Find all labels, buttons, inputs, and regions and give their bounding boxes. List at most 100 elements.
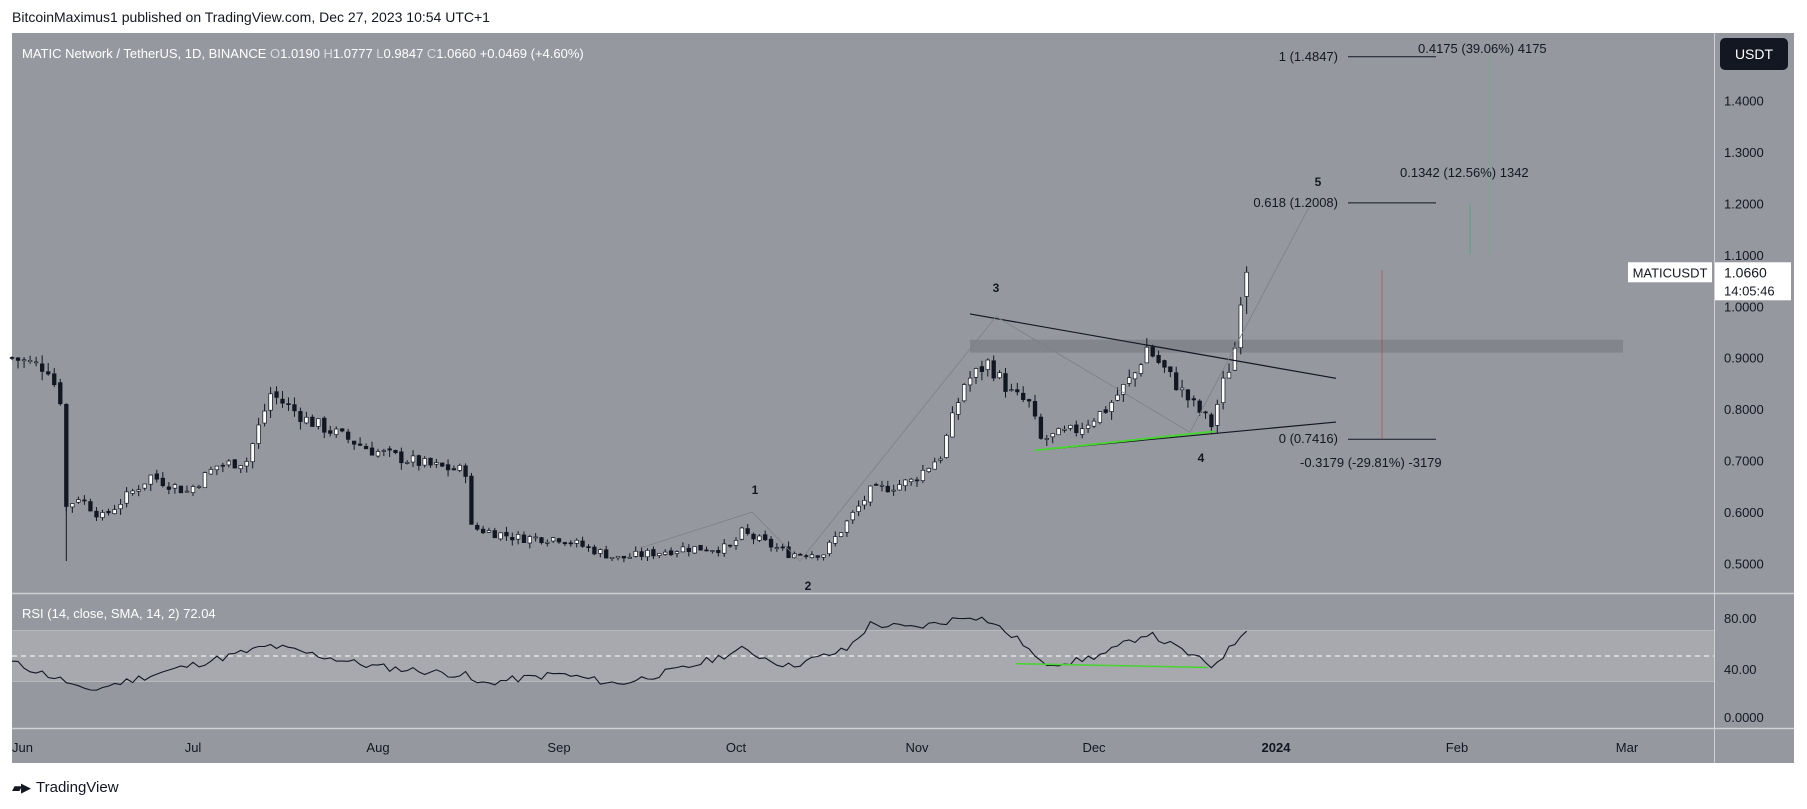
footer: ▰▶ TradingView (12, 779, 119, 796)
candle (539, 537, 544, 544)
candle (809, 554, 815, 559)
candle (208, 469, 214, 475)
candle (985, 359, 990, 370)
candle (363, 446, 369, 450)
price-tick: 0.6000 (1724, 505, 1764, 520)
candle (445, 464, 451, 471)
legend-ohlc-value: 1.0777 (333, 46, 376, 61)
candle (686, 547, 691, 553)
candle (190, 486, 196, 493)
candle (615, 556, 621, 559)
fib-0-label: 0 (0.7416) (1279, 431, 1338, 446)
candle (1085, 424, 1091, 429)
candle (405, 462, 410, 464)
candle (651, 549, 656, 557)
candle (774, 547, 780, 549)
date-tick: Oct (726, 740, 747, 755)
candle (268, 393, 273, 411)
elliott-wave-path (639, 203, 1312, 562)
wave-label-3: 3 (993, 281, 1000, 295)
price-tag-bg (1715, 262, 1791, 301)
candle (1185, 389, 1191, 401)
candle (739, 527, 744, 540)
current-price: 1.0660 (1724, 264, 1767, 280)
wave-label-5: 5 (1315, 175, 1322, 189)
candle (351, 440, 357, 445)
candle (27, 359, 33, 363)
candle (956, 402, 961, 415)
candle (1021, 392, 1026, 400)
candle (926, 468, 931, 472)
candle (938, 458, 943, 461)
candle (1015, 389, 1020, 393)
rsi-title: RSI (14, close, SMA, 14, 2) (22, 606, 183, 621)
rsi-tick: 0.0000 (1724, 710, 1764, 725)
candle (184, 490, 190, 493)
candle (457, 464, 462, 471)
date-tick: Feb (1446, 740, 1468, 755)
rsi-legend: RSI (14, close, SMA, 14, 2) 72.04 (22, 606, 216, 621)
candle (1174, 372, 1179, 391)
legend-ohlc-key: H (324, 46, 333, 61)
date-tick: Jul (185, 740, 202, 755)
candle (580, 540, 585, 547)
candle (621, 555, 627, 559)
candle (1050, 433, 1055, 438)
candle (310, 416, 315, 427)
candle (856, 505, 861, 512)
candle (1168, 366, 1173, 373)
candle (914, 479, 920, 482)
candle (562, 542, 568, 545)
candle (733, 540, 739, 546)
candle (1150, 346, 1155, 357)
candle (202, 472, 208, 489)
candle (94, 510, 99, 518)
candle (328, 430, 333, 434)
candle (1138, 364, 1144, 374)
candle (768, 538, 774, 548)
candle (1221, 377, 1226, 404)
symbol-legend: MATIC Network / TetherUS, 1D, BINANCE O1… (22, 46, 584, 61)
candle (256, 424, 261, 444)
candle (586, 546, 591, 548)
candle (76, 499, 81, 503)
candle (106, 511, 111, 514)
candle (979, 366, 985, 372)
candle (160, 477, 165, 487)
price-tick: 0.9000 (1724, 351, 1764, 366)
candle (722, 543, 727, 554)
currency-button[interactable]: USDT (1720, 38, 1788, 70)
candle (533, 536, 538, 539)
legend-ohlc-key: C (427, 46, 436, 61)
candle (1215, 404, 1220, 426)
candle (821, 554, 826, 558)
candle (944, 435, 949, 458)
date-tick: Aug (366, 740, 389, 755)
measure-up-mid-label: 0.1342 (12.56%) 1342 (1400, 165, 1529, 180)
candle (627, 556, 632, 559)
candle (292, 404, 297, 412)
candle (1197, 400, 1202, 413)
candle (298, 411, 303, 422)
candle (885, 485, 890, 493)
candle (463, 465, 468, 477)
symbol-tag: MATICUSDT (1633, 265, 1708, 280)
candle (1144, 346, 1149, 364)
currency-button-label[interactable]: USDT (1735, 46, 1774, 62)
candle (967, 377, 973, 386)
candle (220, 464, 225, 467)
candle (304, 416, 309, 424)
candle (950, 412, 955, 438)
date-tick: 2024 (1262, 740, 1292, 755)
price-tick: 1.1000 (1724, 248, 1764, 263)
candle (469, 475, 474, 525)
candle (498, 532, 503, 540)
candle (991, 360, 996, 379)
fib-0618-label: 0.618 (1.2008) (1253, 195, 1338, 210)
currency-button-bg[interactable] (1720, 38, 1788, 70)
date-tick: Mar (1616, 740, 1639, 755)
candle (1097, 411, 1103, 423)
candle (369, 447, 375, 456)
candle (633, 550, 638, 557)
